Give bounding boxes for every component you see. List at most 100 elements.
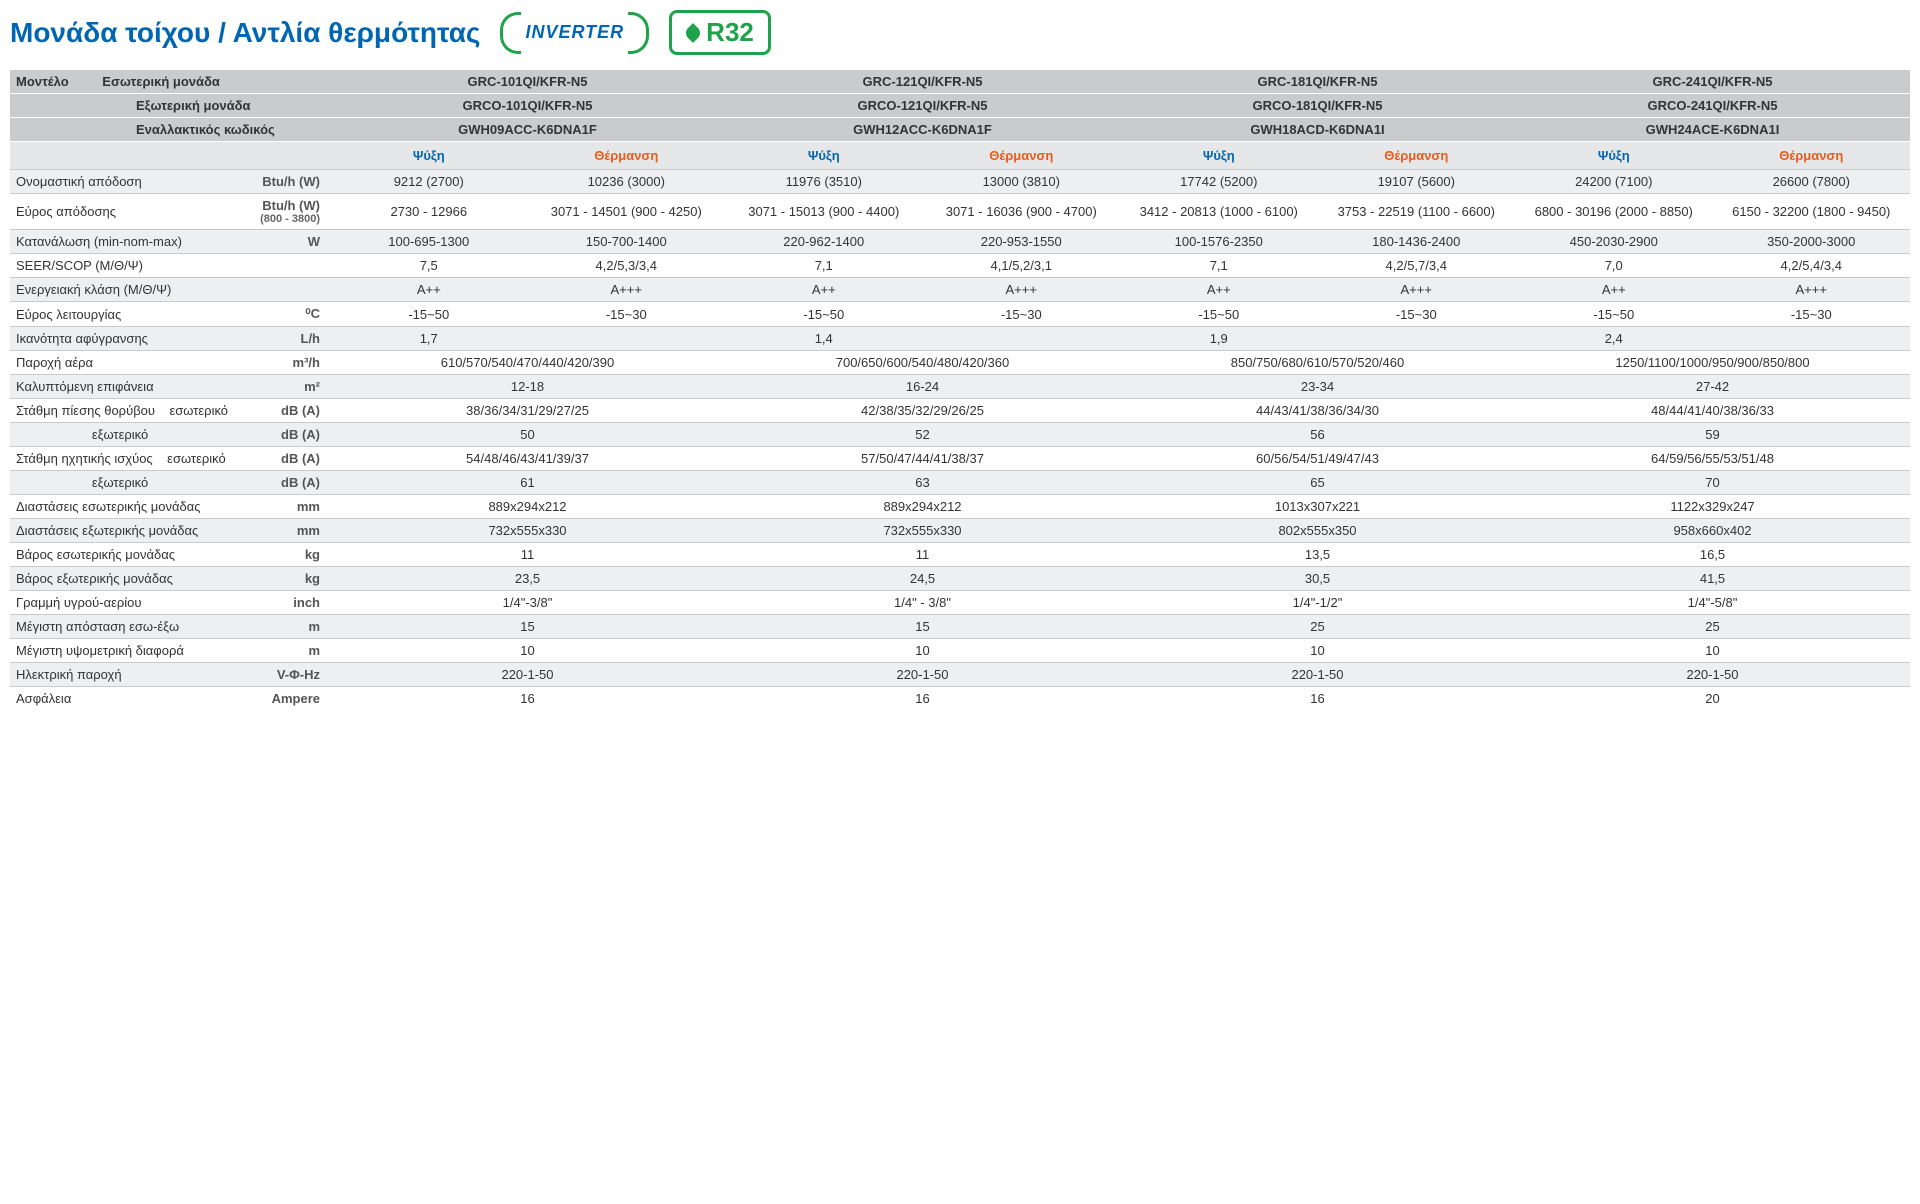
row-label: Παροχή αέρα <box>10 351 240 375</box>
table-row: Μέγιστη απόσταση εσω-έξωm15152525 <box>10 615 1910 639</box>
value-cell: 57/50/47/44/41/38/37 <box>725 447 1120 471</box>
value-cell: 9212 (2700) <box>330 170 528 194</box>
row-label: Βάρος εσωτερικής μονάδας <box>10 543 240 567</box>
value-cell: -15~50 <box>725 302 923 327</box>
table-row: Ικανότητα αφύγρανσηςL/h1,71,41,92,4 <box>10 327 1910 351</box>
value-cell: 24,5 <box>725 567 1120 591</box>
row-unit: m <box>240 639 330 663</box>
row-unit: Ampere <box>240 687 330 711</box>
row-unit: m³/h <box>240 351 330 375</box>
value-cell: 732x555x330 <box>330 519 725 543</box>
value-cell: 3071 - 16036 (900 - 4700) <box>923 194 1121 230</box>
row-unit: dB (A) <box>240 447 330 471</box>
row-unit: kg <box>240 543 330 567</box>
value-cell: 10 <box>1120 639 1515 663</box>
value-cell: 1/4"-3/8" <box>330 591 725 615</box>
table-row: Μέγιστη υψομετρική διαφοράm10101010 <box>10 639 1910 663</box>
table-row: εξωτερικόdB (A)61636570 <box>10 471 1910 495</box>
value-cell: 1,7 <box>330 327 528 351</box>
row-label: εξωτερικό <box>10 423 240 447</box>
value-cell: 13,5 <box>1120 543 1515 567</box>
value-cell: 50 <box>330 423 725 447</box>
value-cell: 220-962-1400 <box>725 230 923 254</box>
value-cell: 100-695-1300 <box>330 230 528 254</box>
value-cell: 12-18 <box>330 375 725 399</box>
row-label: Ενεργειακή κλάση (Μ/Θ/Ψ) <box>10 278 240 302</box>
value-cell: 52 <box>725 423 1120 447</box>
value-cell: 16 <box>330 687 725 711</box>
header-row: Εναλλακτικός κωδικόςGWH09ACC-K6DNA1FGWH1… <box>10 118 1910 142</box>
value-cell: 25 <box>1515 615 1910 639</box>
model-cell: GRC-101QI/KFR-N5 <box>330 70 725 94</box>
value-cell: A++ <box>330 278 528 302</box>
value-cell: 10 <box>330 639 725 663</box>
row-unit: L/h <box>240 327 330 351</box>
model-cell: GRC-181QI/KFR-N5 <box>1120 70 1515 94</box>
table-row: Γραμμή υγρού-αερίουinch1/4"-3/8"1/4" - 3… <box>10 591 1910 615</box>
table-row: SEER/SCOP (Μ/Θ/Ψ)7,54,2/5,3/3,47,14,1/5,… <box>10 254 1910 278</box>
value-cell: A+++ <box>528 278 726 302</box>
value-cell: 958x660x402 <box>1515 519 1910 543</box>
table-row: Βάρος εξωτερικής μονάδαςkg23,524,530,541… <box>10 567 1910 591</box>
value-cell: 1,4 <box>725 327 923 351</box>
value-cell: 65 <box>1120 471 1515 495</box>
spec-table: Μοντέλο Εσωτερική μονάδαGRC-101QI/KFR-N5… <box>10 70 1910 710</box>
value-cell: 220-1-50 <box>330 663 725 687</box>
value-cell: 2730 - 12966 <box>330 194 528 230</box>
model-cell: GWH24ACE-K6DNA1I <box>1515 118 1910 142</box>
value-cell: 6150 - 32200 (1800 - 9450) <box>1713 194 1911 230</box>
r32-badge: R32 <box>669 10 771 55</box>
header-row: Μοντέλο Εσωτερική μονάδαGRC-101QI/KFR-N5… <box>10 70 1910 94</box>
value-cell: -15~50 <box>330 302 528 327</box>
value-cell: 3071 - 14501 (900 - 4250) <box>528 194 726 230</box>
table-row: Στάθμη ηχητικής ισχύος εσωτερικόdB (A)54… <box>10 447 1910 471</box>
value-cell: 38/36/34/31/29/27/25 <box>330 399 725 423</box>
value-cell: 54/48/46/43/41/39/37 <box>330 447 725 471</box>
row-label: Εύρος απόδοσης <box>10 194 240 230</box>
value-cell: 700/650/600/540/480/420/360 <box>725 351 1120 375</box>
row-unit: mm <box>240 519 330 543</box>
value-cell: 1122x329x247 <box>1515 495 1910 519</box>
row-label: Στάθμη πίεσης θορύβου εσωτερικό <box>10 399 240 423</box>
value-cell: 13000 (3810) <box>923 170 1121 194</box>
value-cell: 7,5 <box>330 254 528 278</box>
value-cell: 10 <box>1515 639 1910 663</box>
value-cell: 20 <box>1515 687 1910 711</box>
row-label: Διαστάσεις εξωτερικής μονάδας <box>10 519 240 543</box>
table-row: Διαστάσεις εσωτερικής μονάδαςmm889x294x2… <box>10 495 1910 519</box>
value-cell: -15~50 <box>1515 302 1713 327</box>
value-cell: 27-42 <box>1515 375 1910 399</box>
table-row: Στάθμη πίεσης θορύβου εσωτερικόdB (A)38/… <box>10 399 1910 423</box>
table-row: Ονομαστική απόδοσηBtu/h (W)9212 (2700)10… <box>10 170 1910 194</box>
value-cell: -15~30 <box>1713 302 1911 327</box>
value-cell: 26600 (7800) <box>1713 170 1911 194</box>
value-cell <box>528 327 726 351</box>
table-row: Παροχή αέραm³/h610/570/540/470/440/420/3… <box>10 351 1910 375</box>
value-cell: 1/4" - 3/8" <box>725 591 1120 615</box>
value-cell: 59 <box>1515 423 1910 447</box>
value-cell: 180-1436-2400 <box>1318 230 1516 254</box>
model-cell: GWH12ACC-K6DNA1F <box>725 118 1120 142</box>
inverter-badge: INVERTER <box>500 12 649 54</box>
row-unit <box>240 254 330 278</box>
value-cell: 30,5 <box>1120 567 1515 591</box>
model-cell: GRC-121QI/KFR-N5 <box>725 70 1120 94</box>
value-cell: 3412 - 20813 (1000 - 6100) <box>1120 194 1318 230</box>
value-cell: 1,9 <box>1120 327 1318 351</box>
value-cell: 4,2/5,4/3,4 <box>1713 254 1911 278</box>
value-cell: 23,5 <box>330 567 725 591</box>
value-cell: 220-1-50 <box>1515 663 1910 687</box>
value-cell: -15~30 <box>528 302 726 327</box>
value-cell: 7,1 <box>1120 254 1318 278</box>
row-unit: kg <box>240 567 330 591</box>
table-row: εξωτερικόdB (A)50525659 <box>10 423 1910 447</box>
row-label: Ηλεκτρική παροχή <box>10 663 240 687</box>
value-cell: 7,0 <box>1515 254 1713 278</box>
header-row: Εξωτερική μονάδαGRCO-101QI/KFR-N5GRCO-12… <box>10 94 1910 118</box>
row-label: Μέγιστη υψομετρική διαφορά <box>10 639 240 663</box>
row-unit: inch <box>240 591 330 615</box>
value-cell: 17742 (5200) <box>1120 170 1318 194</box>
value-cell: A+++ <box>1713 278 1911 302</box>
value-cell: -15~30 <box>923 302 1121 327</box>
value-cell: 6800 - 30196 (2000 - 8850) <box>1515 194 1713 230</box>
